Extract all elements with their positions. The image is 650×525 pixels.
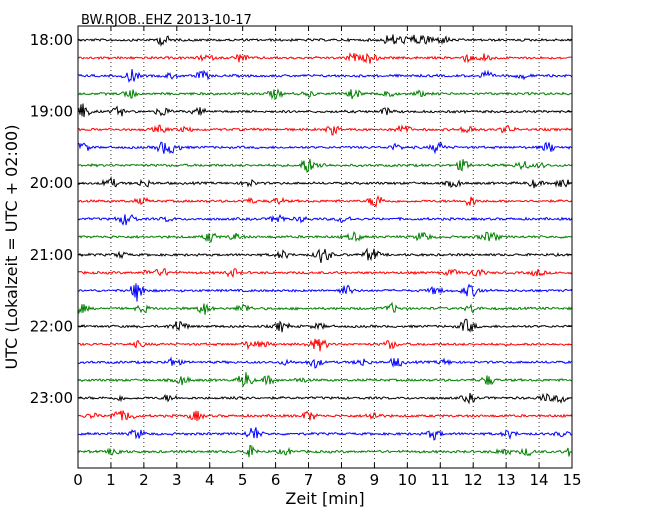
x-tick-label: 8 bbox=[337, 471, 347, 489]
trace-24 bbox=[77, 444, 573, 458]
trace-13 bbox=[77, 247, 573, 264]
trace-11 bbox=[77, 213, 573, 226]
trace-4 bbox=[77, 88, 573, 101]
y-axis-label: UTC (Lokalzeit = UTC + 02:00) bbox=[2, 125, 21, 370]
x-tick-label: 1 bbox=[106, 471, 116, 489]
x-tick-label: 13 bbox=[497, 471, 516, 489]
x-tick-label: 7 bbox=[304, 471, 314, 489]
trace-2 bbox=[77, 52, 573, 64]
x-tick-label: 11 bbox=[431, 471, 450, 489]
y-tick-label: 19:00 bbox=[30, 103, 73, 121]
trace-19 bbox=[77, 356, 573, 369]
y-tick-label: 23:00 bbox=[30, 389, 73, 407]
x-tick-label: 10 bbox=[398, 471, 417, 489]
trace-16 bbox=[77, 301, 573, 315]
x-tick-label: 4 bbox=[205, 471, 215, 489]
plot-frame bbox=[77, 25, 573, 469]
trace-12 bbox=[77, 231, 573, 243]
trace-14 bbox=[77, 267, 573, 278]
x-tick-label: 5 bbox=[238, 471, 248, 489]
trace-1 bbox=[77, 34, 573, 48]
trace-15 bbox=[77, 283, 573, 302]
trace-22 bbox=[77, 410, 573, 422]
grid-layer bbox=[110, 26, 540, 468]
y-tick-label: 18:00 bbox=[30, 31, 73, 49]
trace-17 bbox=[77, 318, 573, 333]
trace-20 bbox=[77, 372, 573, 388]
trace-7 bbox=[77, 141, 573, 155]
trace-8 bbox=[77, 158, 573, 173]
x-tick-label: 0 bbox=[73, 471, 83, 489]
trace-18 bbox=[77, 338, 573, 352]
y-tick-label: 22:00 bbox=[30, 317, 73, 335]
x-tick-label: 14 bbox=[530, 471, 549, 489]
chart-title: BW.RJOB..EHZ 2013-10-17 bbox=[81, 13, 252, 28]
trace-3 bbox=[77, 69, 573, 83]
x-tick-label: 6 bbox=[271, 471, 281, 489]
x-tick-label: 3 bbox=[172, 471, 182, 489]
x-tick-label: 9 bbox=[370, 471, 380, 489]
trace-6 bbox=[77, 124, 573, 136]
trace-23 bbox=[77, 427, 573, 441]
trace-10 bbox=[77, 195, 573, 208]
x-axis-label: Zeit [min] bbox=[285, 489, 364, 508]
trace-5 bbox=[77, 103, 573, 118]
y-tick-label: 20:00 bbox=[30, 174, 73, 192]
trace-layer bbox=[77, 34, 573, 458]
y-tick-label: 21:00 bbox=[30, 246, 73, 264]
trace-9 bbox=[77, 176, 573, 189]
x-tick-label: 12 bbox=[464, 471, 483, 489]
x-tick-label: 2 bbox=[139, 471, 149, 489]
x-tick-label: 15 bbox=[562, 471, 581, 489]
trace-21 bbox=[77, 392, 573, 405]
tick-layer: 0 1 2 3 4 5 6 7 8 9 10 11 12 13 14 1518:0019:0020:0021:… bbox=[30, 26, 582, 489]
